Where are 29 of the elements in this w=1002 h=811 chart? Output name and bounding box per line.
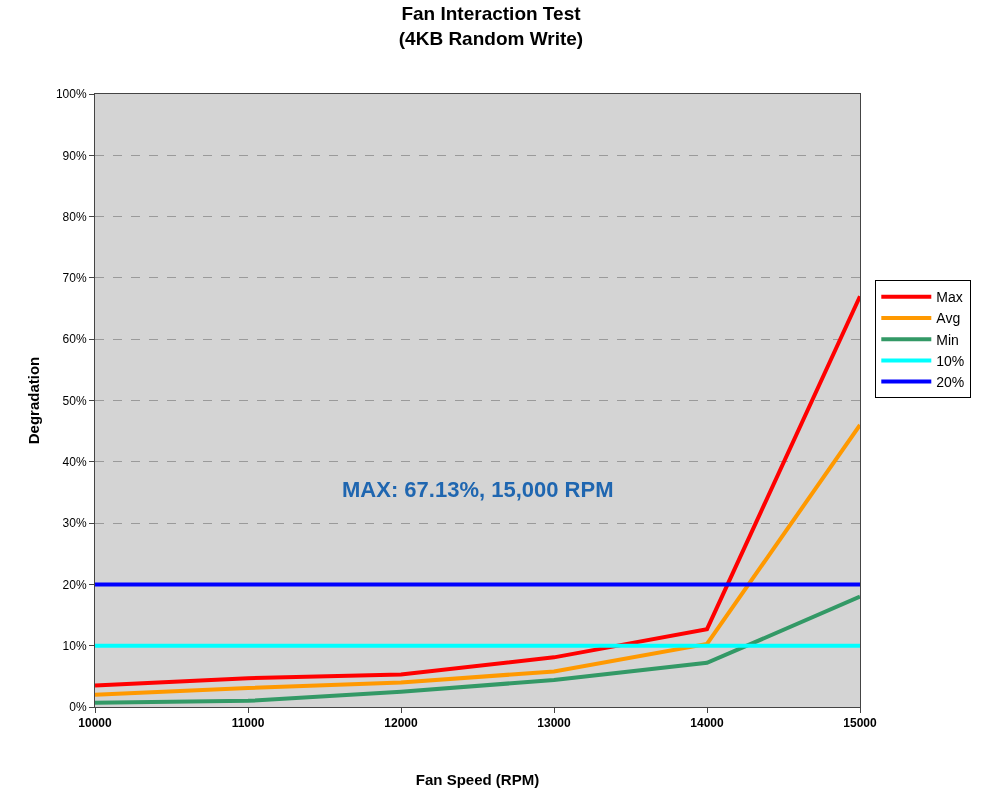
x-tick-label: 11000 bbox=[231, 716, 265, 731]
x-tick-label: 12000 bbox=[384, 716, 419, 731]
legend-label: 10% bbox=[936, 352, 965, 369]
x-tick-label: 10000 bbox=[78, 716, 113, 731]
legend-label: Max bbox=[936, 289, 963, 306]
line-series bbox=[95, 294, 860, 688]
y-tick-label: 50% bbox=[62, 393, 87, 408]
annotation: MAX: 67.13%, 15,000 RPM bbox=[342, 477, 614, 502]
y-tick-label: 20% bbox=[62, 577, 87, 592]
x-tick-label: 13000 bbox=[537, 716, 572, 731]
legend-label: Avg bbox=[936, 310, 961, 327]
line-series bbox=[95, 423, 860, 697]
x-tick-label: 15000 bbox=[843, 716, 878, 731]
y-tick-label: 70% bbox=[62, 271, 87, 286]
legend-label: 20% bbox=[936, 374, 965, 391]
y-tick-label: 30% bbox=[62, 516, 87, 531]
chart-title: Fan Interaction Test (4KB Random Write) bbox=[398, 3, 584, 49]
y-tick-label: 100% bbox=[55, 87, 87, 102]
x-axis-title: Fan Speed (RPM) bbox=[415, 771, 540, 789]
legend-label: Min bbox=[936, 331, 959, 348]
y-axis-title: Degradation bbox=[25, 356, 43, 445]
y-tick-label: 60% bbox=[62, 332, 87, 347]
y-tick-label: 40% bbox=[62, 455, 87, 469]
y-tick-label: 10% bbox=[62, 638, 87, 653]
y-tick-label: 80% bbox=[62, 209, 87, 224]
y-tick-label: 90% bbox=[62, 148, 87, 163]
x-tick-label: 14000 bbox=[690, 716, 725, 731]
line-series bbox=[95, 594, 860, 705]
y-tick-label: 0% bbox=[69, 700, 87, 715]
